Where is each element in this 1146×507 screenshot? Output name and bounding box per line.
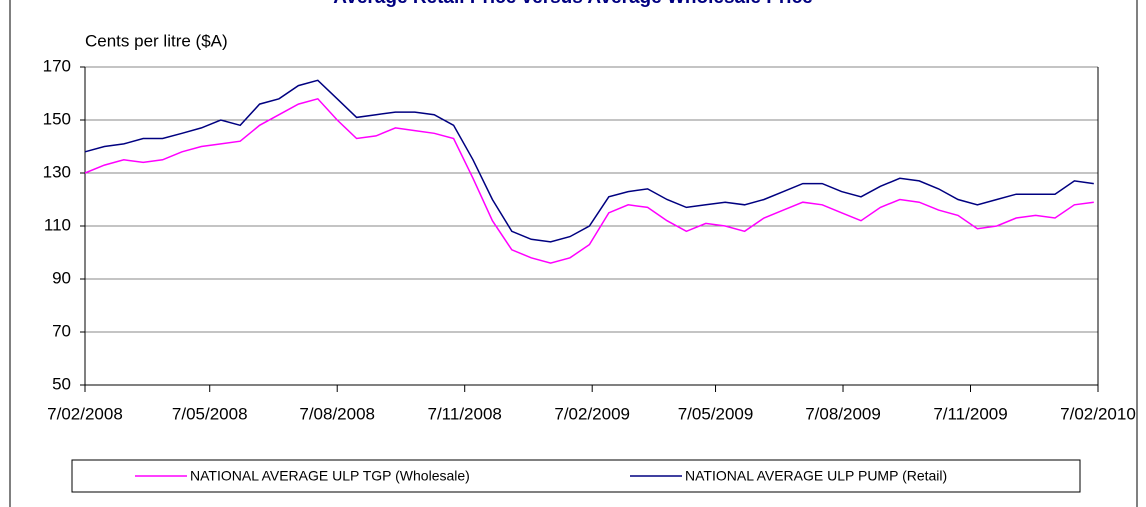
legend-box: [71, 459, 1081, 493]
x-tick-label: 7/11/2008: [428, 404, 502, 423]
y-tick-label: 90: [52, 268, 71, 287]
y-tick-label: 110: [44, 215, 71, 234]
y-axis-label: Cents per litre ($A): [85, 31, 228, 50]
y-tick-label: 130: [43, 162, 71, 181]
legend-label: NATIONAL AVERAGE ULP PUMP (Retail): [685, 468, 947, 484]
y-tick-label: 150: [43, 109, 71, 128]
x-tick-label: 7/11/2009: [933, 404, 1007, 423]
x-tick-label: 7/02/2010: [1060, 404, 1136, 423]
x-tick-label: 7/08/2008: [299, 404, 375, 423]
chart-title: Average Retail Price versus Average Whol…: [333, 0, 812, 8]
legend-label: NATIONAL AVERAGE ULP TGP (Wholesale): [190, 468, 470, 484]
y-tick-label: 70: [52, 321, 71, 340]
series-line: [84, 79, 1094, 243]
x-tick-label: 7/05/2009: [678, 404, 754, 423]
y-tick-label: 50: [52, 374, 71, 393]
x-tick-label: 7/05/2008: [172, 404, 248, 423]
x-tick-label: 7/02/2008: [47, 404, 123, 423]
y-tick-label: 170: [43, 56, 71, 75]
x-tick-label: 7/08/2009: [805, 404, 881, 423]
series-line: [84, 97, 1094, 264]
chart-border: [9, 0, 1138, 507]
x-tick-label: 7/02/2009: [554, 404, 630, 423]
